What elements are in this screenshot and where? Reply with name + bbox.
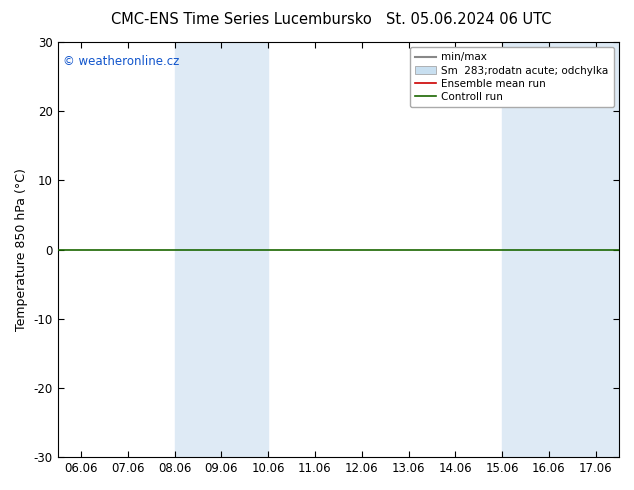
Text: © weatheronline.cz: © weatheronline.cz	[63, 54, 179, 68]
Y-axis label: Temperature 850 hPa (°C): Temperature 850 hPa (°C)	[15, 168, 28, 331]
Legend: min/max, Sm  283;rodatn acute; odchylka, Ensemble mean run, Controll run: min/max, Sm 283;rodatn acute; odchylka, …	[410, 47, 614, 107]
Text: CMC-ENS Time Series Lucembursko: CMC-ENS Time Series Lucembursko	[110, 12, 372, 27]
Text: St. 05.06.2024 06 UTC: St. 05.06.2024 06 UTC	[386, 12, 552, 27]
Bar	[174, 42, 268, 457]
Bar	[502, 42, 619, 457]
